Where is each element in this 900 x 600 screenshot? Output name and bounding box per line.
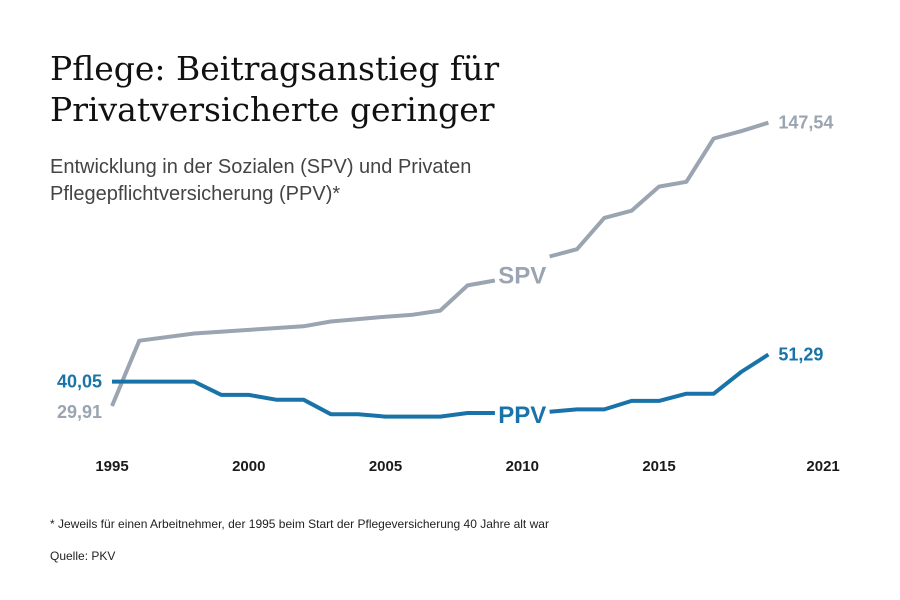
spv-start-value: 29,91 — [57, 402, 102, 422]
subtitle-line-2: Pflegepflichtversicherung (PPV)* — [50, 183, 341, 205]
spv-end-value: 147,54 — [778, 113, 833, 133]
ppv-series-label: PPV — [498, 402, 546, 429]
subtitle-line-1: Entwicklung in der Sozialen (SPV) und Pr… — [50, 156, 472, 178]
title-line-1: Pflege: Beitragsanstieg für — [50, 49, 500, 88]
x-tick-2010: 2010 — [506, 458, 539, 475]
ppv-end-value: 51,29 — [778, 344, 823, 364]
x-tick-2000: 2000 — [232, 458, 265, 475]
title-line-2: Privatversicherte geringer — [50, 90, 495, 129]
chart-title: Pflege: Beitragsanstieg für Privatversich… — [50, 48, 499, 130]
spv-line — [110, 278, 496, 407]
x-tick-1995: 1995 — [95, 458, 128, 475]
x-tick-2005: 2005 — [369, 458, 402, 475]
chart-subtitle: Entwicklung in der Sozialen (SPV) und Pr… — [50, 154, 471, 208]
x-tick-2015: 2015 — [642, 458, 675, 475]
x-axis-ticks: 1995 2000 2005 2010 2015 2021 — [95, 458, 839, 475]
ppv-start-value: 40,05 — [57, 372, 102, 392]
series-labels: SPV PPV — [498, 263, 546, 429]
ppv-line — [112, 379, 495, 419]
ppv-line-segment-2 — [549, 352, 770, 414]
source-note: Quelle: PKV — [50, 549, 116, 563]
series-lines — [110, 120, 770, 419]
spv-series-label: SPV — [498, 263, 546, 290]
x-tick-2021: 2021 — [806, 458, 839, 475]
footnote: * Jeweils für einen Arbeitnehmer, der 19… — [50, 517, 549, 531]
value-labels: 40,05 29,91 147,54 51,29 — [57, 113, 834, 422]
spv-line-segment-2 — [549, 120, 769, 259]
